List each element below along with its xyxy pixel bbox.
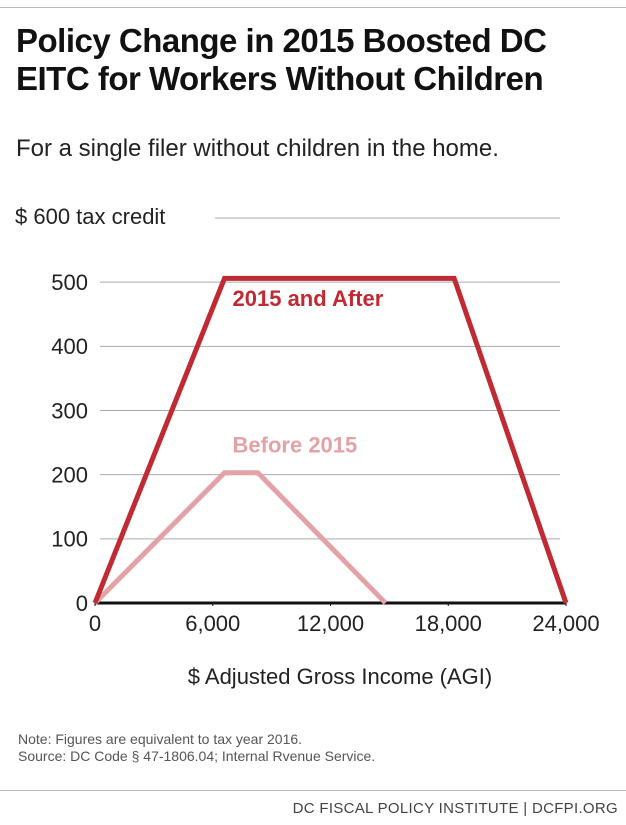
series-label: 2015 and After <box>233 286 384 311</box>
note: Note: Figures are equivalent to tax year… <box>18 731 303 747</box>
x-tick-label: 24,000 <box>532 611 599 636</box>
source: Source: DC Code § 47-1806.04; Internal R… <box>18 748 376 764</box>
x-tick-label: 18,000 <box>415 611 482 636</box>
top-rule <box>0 7 626 8</box>
y-tick-label: 300 <box>51 398 88 423</box>
y-tick-label: 400 <box>51 334 88 359</box>
x-tick-label: 0 <box>89 611 101 636</box>
y-tick-label: 200 <box>51 462 88 487</box>
chart-subtitle: For a single filer without children in t… <box>16 135 499 162</box>
series-line <box>92 275 569 604</box>
y-tick-label: 100 <box>51 527 88 552</box>
series-line <box>93 470 388 605</box>
y-tick-label: 500 <box>51 270 88 295</box>
y-tick-label: 0 <box>76 591 88 616</box>
series-label: Before 2015 <box>233 433 358 458</box>
y-tick-label: $ 600 tax credit <box>15 204 165 229</box>
x-axis-label: $ Adjusted Gross Income (AGI) <box>188 664 492 689</box>
chart-title: Policy Change in 2015 Boosted DC EITC fo… <box>16 22 547 97</box>
x-tick-label: 12,000 <box>297 611 364 636</box>
footer: DC FISCAL POLICY INSTITUTE | DCFPI.ORG <box>292 800 618 817</box>
notes: Note: Figures are equivalent to tax year… <box>18 731 375 765</box>
bottom-rule <box>0 790 626 791</box>
x-tick-label: 6,000 <box>185 611 240 636</box>
